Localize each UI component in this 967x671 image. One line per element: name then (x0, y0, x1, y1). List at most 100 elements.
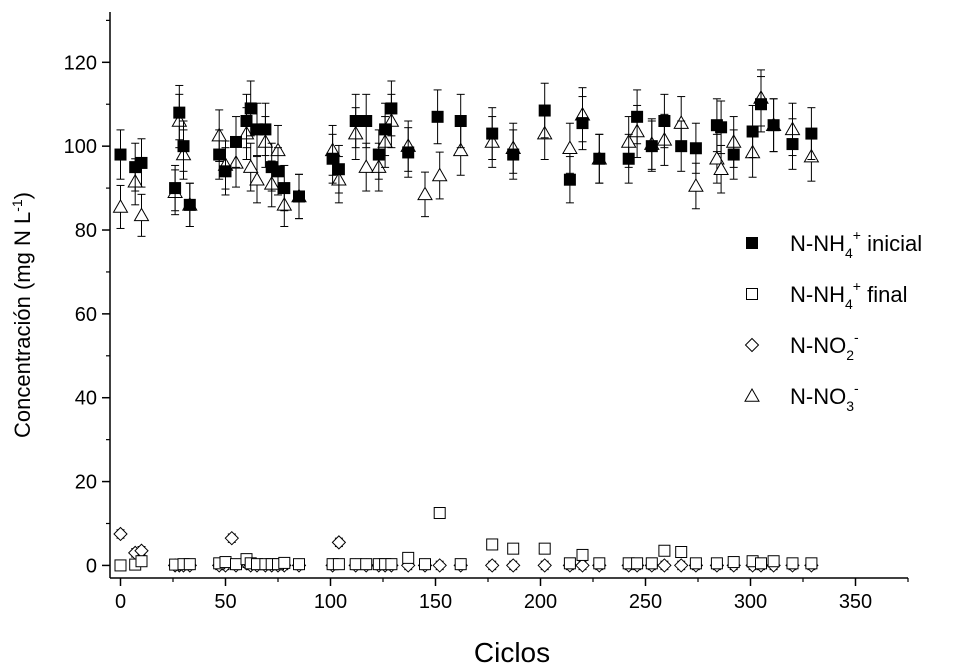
legend-marker (746, 288, 758, 300)
legend-item: N-NH4+ final (746, 278, 907, 312)
data-point (622, 152, 635, 165)
data-point (454, 115, 467, 128)
data-point (538, 542, 551, 555)
data-point (507, 542, 520, 555)
data-point (358, 159, 375, 173)
legend: N-NH4+ inicial N-NH4+ final N-NO2- N-NO3- (744, 227, 922, 414)
data-point (278, 556, 291, 569)
data-point (689, 557, 702, 570)
data-point (631, 557, 644, 570)
data-point (486, 127, 499, 140)
data-point (432, 558, 447, 573)
legend-marker (744, 387, 760, 402)
legend-label: N-NO3- (790, 380, 859, 414)
legend-label: N-NH4+ final (790, 278, 907, 312)
x-tick-label: 150 (419, 591, 452, 613)
data-point (331, 535, 347, 550)
data-point (576, 548, 589, 561)
data-point (113, 526, 128, 542)
y-tick-label: 40 (75, 388, 97, 410)
y-tick-label: 80 (75, 220, 97, 242)
data-point (657, 558, 672, 573)
data-point (715, 121, 728, 134)
data-point (538, 104, 551, 117)
data-point (713, 161, 729, 175)
data-point (219, 165, 232, 178)
data-point (242, 159, 259, 173)
data-point (645, 557, 658, 570)
data-point (133, 207, 150, 222)
data-point (452, 142, 469, 157)
data-point (112, 198, 129, 213)
data-point (431, 110, 444, 123)
y-tick-label: 60 (75, 304, 97, 326)
data-point (372, 148, 385, 161)
data-point (786, 138, 799, 151)
data-point (486, 538, 499, 551)
data-point (349, 558, 362, 571)
legend-marker (746, 237, 758, 249)
series-1 (114, 507, 818, 572)
data-point (593, 557, 606, 570)
data-point (576, 117, 589, 130)
data-point (431, 167, 448, 182)
data-point (135, 555, 148, 568)
data-point (658, 544, 671, 557)
data-point (575, 558, 590, 573)
data-point (230, 135, 242, 148)
data-point (278, 182, 291, 195)
data-point (484, 558, 500, 573)
data-point (675, 546, 688, 559)
data-point (224, 530, 240, 546)
data-point (385, 102, 398, 115)
data-point (326, 152, 339, 165)
data-point (177, 140, 190, 153)
data-point (675, 140, 688, 153)
data-point (332, 558, 345, 571)
data-point (259, 123, 272, 136)
legend-label: N-NO2- (790, 329, 859, 363)
data-point (402, 146, 415, 159)
data-point (505, 558, 521, 573)
axes: 0 50 100 150 200 250 300 350 0 20 40 60 80 100 120 (64, 12, 909, 613)
x-axis-title: Ciclos (474, 637, 550, 668)
data-point (755, 557, 767, 570)
x-tick-label: 100 (314, 591, 347, 613)
data-point (562, 140, 578, 155)
data-point (183, 558, 196, 571)
data-point (169, 182, 182, 195)
data-point (114, 559, 127, 572)
data-point (507, 148, 520, 161)
data-point (244, 102, 257, 115)
data-point (230, 558, 242, 571)
data-point (332, 163, 345, 176)
data-point (709, 150, 725, 165)
y-tick-label: 0 (86, 555, 97, 577)
data-point (433, 507, 446, 520)
data-point (767, 555, 780, 568)
data-point (183, 198, 196, 211)
x-tick-label: 50 (214, 591, 236, 613)
data-point (593, 152, 606, 165)
x-tick-label: 200 (524, 591, 557, 613)
data-point (385, 558, 398, 571)
x-tick-label: 350 (839, 591, 872, 613)
data-point (563, 557, 576, 570)
data-point (454, 558, 467, 571)
data-point (213, 148, 226, 161)
x-tick-label: 250 (629, 591, 662, 613)
data-point (767, 119, 780, 132)
y-tick-label: 120 (64, 52, 97, 74)
x-tick-label: 0 (115, 591, 126, 613)
data-point (710, 557, 723, 570)
data-point (537, 558, 552, 573)
data-point (786, 557, 799, 570)
legend-label: N-NH4+ inicial (790, 227, 922, 261)
data-point (173, 106, 186, 119)
data-point (135, 156, 148, 169)
data-point (755, 98, 767, 111)
legend-item: N-NO3- (744, 380, 859, 414)
legend-item: N-NH4+ inicial (746, 227, 922, 261)
data-point (631, 110, 644, 123)
